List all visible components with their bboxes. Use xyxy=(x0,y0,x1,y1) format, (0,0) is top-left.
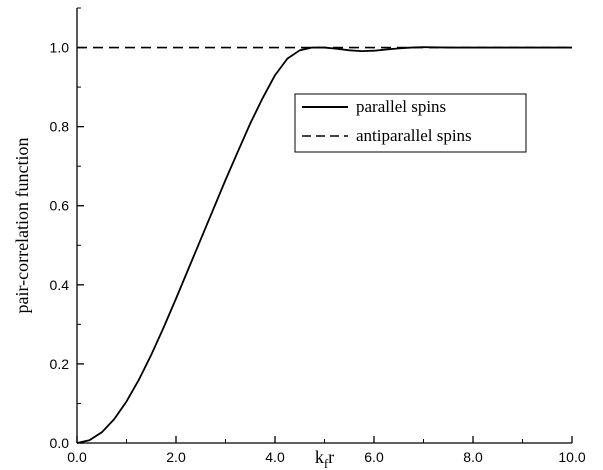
y-tick-label: 0.8 xyxy=(50,119,70,135)
axes xyxy=(76,8,572,444)
legend: parallel spins antiparallel spins xyxy=(294,93,527,153)
x-tick-label: 2.0 xyxy=(166,449,186,465)
y-tick-label: 1.0 xyxy=(50,40,70,56)
legend-label-parallel: parallel spins xyxy=(356,97,446,116)
legend-label-antiparallel: antiparallel spins xyxy=(356,126,472,145)
y-ticks: 0.0 0.2 0.4 0.6 0.8 1.0 xyxy=(50,7,84,451)
legend-box xyxy=(294,93,527,153)
x-axis-title-subscript: f xyxy=(324,456,329,470)
x-tick-label: 8.0 xyxy=(463,449,483,465)
series-lines xyxy=(76,46,572,444)
x-tick-label: 6.0 xyxy=(364,449,384,465)
y-tick-label: 0.0 xyxy=(50,435,70,451)
y-axis-title: pair-correlation function xyxy=(12,137,32,313)
y-tick-label: 0.6 xyxy=(50,198,70,214)
x-axis-title-main: k xyxy=(315,447,324,467)
y-tick-label: 0.2 xyxy=(50,356,70,372)
x-axis-title: kfr xyxy=(315,447,334,470)
x-ticks: 0.0 2.0 4.0 6.0 8.0 10.0 xyxy=(67,436,586,465)
y-tick-label: 0.4 xyxy=(50,277,70,293)
x-tick-label: 0.0 xyxy=(67,449,87,465)
x-axis-title-suffix: r xyxy=(328,447,334,467)
x-tick-label: 4.0 xyxy=(265,449,285,465)
x-tick-label: 10.0 xyxy=(558,449,585,465)
